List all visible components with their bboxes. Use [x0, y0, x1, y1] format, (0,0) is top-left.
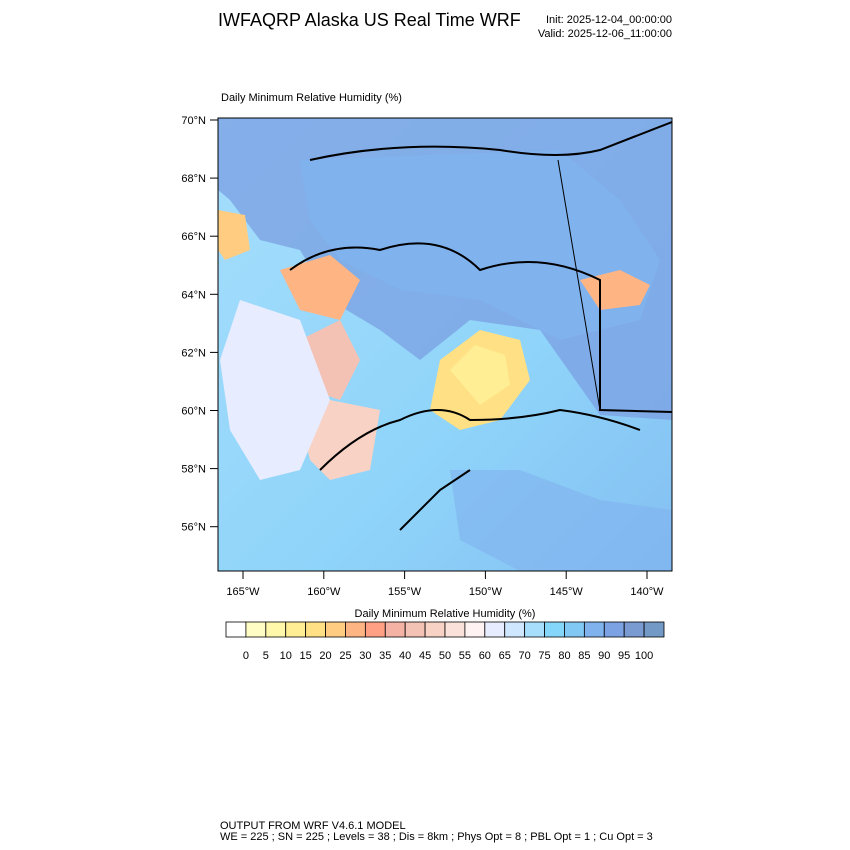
colorbar-label: 45	[419, 650, 431, 662]
colorbar-box	[345, 621, 366, 638]
colorbar-label: 80	[558, 650, 570, 662]
colorbar-label: 10	[280, 650, 292, 662]
colorbar-box	[524, 621, 545, 638]
colorbar-label: 5	[263, 650, 269, 662]
lat-label: 58°N	[181, 464, 206, 476]
footer-line: WE = 225 ; SN = 225 ; Levels = 38 ; Dis …	[220, 831, 653, 843]
colorbar-label: 70	[519, 650, 531, 662]
colorbar: 0 5 10 15 20 25 30 35 40 45 50 55 60 65 70 75 80 85 90 95 10…	[225, 621, 665, 662]
colorbar-box	[265, 621, 287, 638]
colorbar-box	[444, 621, 466, 638]
colorbar-label: 25	[339, 650, 351, 662]
colorbar-box	[325, 621, 346, 638]
colorbar-box	[583, 621, 605, 638]
lat-label: 62°N	[181, 347, 206, 359]
colorbar-box	[384, 621, 406, 638]
map-frame	[217, 117, 673, 572]
colorbar-box	[484, 621, 506, 638]
colorbar-box	[305, 621, 326, 638]
colorbar-box	[504, 621, 526, 638]
lon-label: 160°W	[307, 586, 341, 598]
lon-label: 150°W	[469, 586, 503, 598]
colorbar-box	[364, 621, 386, 638]
lat-label: 60°N	[181, 406, 206, 418]
colorbar-box	[424, 621, 446, 638]
lon-label: 155°W	[388, 586, 422, 598]
colorbar-box	[404, 621, 426, 638]
colorbar-label: 75	[538, 650, 550, 662]
lon-label: 145°W	[550, 586, 584, 598]
colorbar-label: 100	[635, 650, 653, 662]
lon-label: 165°W	[226, 586, 260, 598]
colorbar-label: 35	[379, 650, 391, 662]
colorbar-label: 95	[618, 650, 630, 662]
colorbar-label: 60	[479, 650, 491, 662]
lat-label: 70°N	[181, 115, 206, 127]
colorbar-label: 20	[319, 650, 331, 662]
colorbar-label: 65	[499, 650, 511, 662]
colorbar-box	[643, 621, 665, 638]
valid-time: Valid: 2025-12-06_11:00:00	[538, 28, 672, 40]
colorbar-label: 40	[399, 650, 411, 662]
map-field	[218, 118, 672, 571]
colorbar-title: Daily Minimum Relative Humidity (%)	[355, 608, 536, 620]
lat-label: 68°N	[181, 173, 206, 185]
colorbar-box	[225, 621, 247, 638]
title: IWFAQRP Alaska US Real Time WRF	[218, 10, 521, 30]
footer-line: OUTPUT FROM WRF V4.6.1 MODEL	[220, 820, 406, 832]
colorbar-label: 90	[598, 650, 610, 662]
map-subtitle: Daily Minimum Relative Humidity (%)	[221, 92, 402, 104]
lat-label: 56°N	[181, 522, 206, 534]
colorbar-box	[564, 621, 585, 638]
lon-label: 140°W	[630, 586, 664, 598]
init-time: Init: 2025-12-04_00:00:00	[546, 14, 672, 26]
colorbar-label: 0	[243, 650, 249, 662]
colorbar-box	[464, 621, 486, 638]
colorbar-label: 85	[578, 650, 590, 662]
colorbar-label: 50	[439, 650, 451, 662]
lat-label: 66°N	[181, 231, 206, 243]
colorbar-box	[623, 621, 645, 638]
colorbar-label: 30	[359, 650, 371, 662]
lat-label: 64°N	[181, 289, 206, 301]
colorbar-box	[285, 621, 307, 638]
colorbar-box	[603, 621, 625, 638]
colorbar-box	[544, 621, 565, 638]
colorbar-box	[245, 621, 267, 638]
colorbar-label: 55	[459, 650, 471, 662]
map-ticks: 70°N 68°N 66°N 64°N 62°N 60°N 58°N 56°N 165°W 160…	[181, 115, 664, 598]
colorbar-label: 15	[300, 650, 312, 662]
